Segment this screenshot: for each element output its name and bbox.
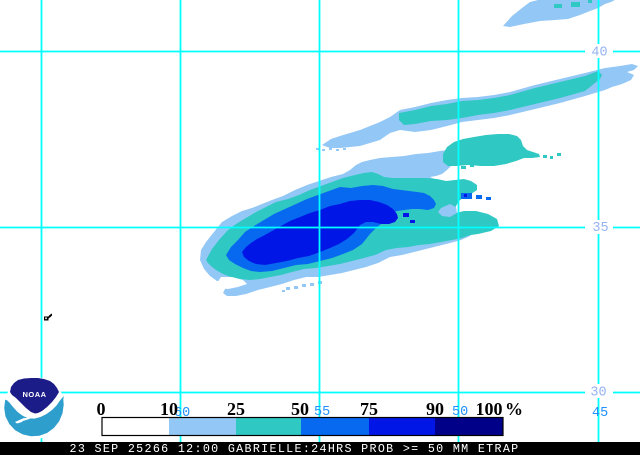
svg-text:10: 10 [160, 399, 178, 419]
svg-text:50: 50 [291, 399, 309, 419]
svg-text:40: 40 [591, 46, 607, 61]
svg-text:50: 50 [452, 405, 468, 420]
svg-text:0: 0 [97, 399, 106, 419]
svg-text:23 SEP 25266 12:00 GABRIELLE:2: 23 SEP 25266 12:00 GABRIELLE:24HRS PROB … [70, 442, 520, 455]
svg-text:45: 45 [592, 406, 608, 421]
svg-text:NOAA: NOAA [22, 390, 46, 399]
svg-text:35: 35 [592, 221, 608, 236]
svg-text:25: 25 [227, 399, 245, 419]
svg-text:30: 30 [590, 386, 606, 401]
svg-text:75: 75 [360, 399, 378, 419]
svg-text:100: 100 [476, 399, 503, 419]
svg-text:%: % [505, 399, 523, 419]
svg-text:90: 90 [426, 399, 444, 419]
svg-text:55: 55 [314, 405, 330, 420]
